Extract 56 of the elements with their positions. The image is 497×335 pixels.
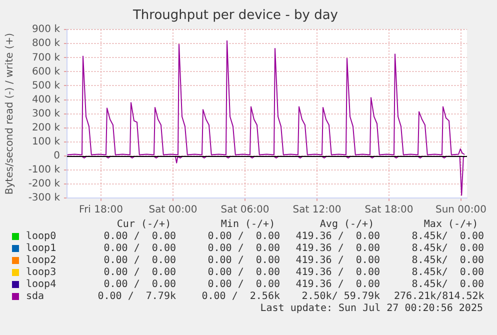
y-tick-label: -200 k [28,178,60,190]
y-tick-label: 200 k [32,122,60,134]
text: 0.00 / 0.00 [206,279,280,291]
text: Cur (-/+) [116,219,172,231]
legend-label: loop3 [26,267,56,279]
text: Avg (-/+) [318,219,376,231]
text: 0.00 / 0.00 [206,231,280,243]
text: Min (-/+) [220,219,276,231]
y-tick-label: 900 k [32,24,60,36]
legend-label: loop0 [26,231,56,243]
text: 8.45k/ 0.00 [410,231,484,243]
text: Last update: Sun Jul 27 00:20:56 2025 [260,303,483,315]
y-tick-label: -100 k [28,164,60,176]
text: 0.00 / 0.00 [102,267,176,279]
legend-label: loop2 [26,255,56,267]
text: 419.36 / 0.00 [294,255,380,267]
y-tick-label: -300 k [28,192,60,204]
text: 0.00 / 7.79k [96,291,176,303]
text: Max (-/+) [422,219,480,231]
y-axis-title: Bytes/second read (-) / write (+) [4,32,16,195]
text: 0.00 / 0.00 [102,279,176,291]
x-tick-label: Sun 00:00 [435,204,487,216]
y-tick-label: 0 [54,150,60,162]
x-tick-label: Fri 18:00 [79,204,123,216]
y-tick-label: 300 k [32,108,60,120]
y-tick-label: 500 k [32,80,60,92]
x-tick-label: Sat 00:00 [148,204,198,216]
y-tick-label: 800 k [32,38,60,50]
text: 2.50k/ 59.79k [300,291,380,303]
chart-title: Throughput per device - by day [132,8,338,24]
text: 8.45k/ 0.00 [410,243,484,255]
text: 419.36 / 0.00 [294,231,380,243]
legend-label: loop4 [26,279,56,291]
text: 0.00 / 0.00 [206,267,280,279]
text: 8.45k/ 0.00 [410,267,484,279]
text: 419.36 / 0.00 [294,279,380,291]
text: 419.36 / 0.00 [294,243,380,255]
text: 8.45k/ 0.00 [410,279,484,291]
text: 419.36 / 0.00 [294,267,380,279]
text: 276.21k/814.52k [394,291,484,303]
y-tick-label: 600 k [32,66,60,78]
legend-label: loop1 [26,243,56,255]
y-tick-label: 400 k [32,94,60,106]
text: 0.00 / 2.56k [200,291,280,303]
text: 0.00 / 0.00 [102,231,176,243]
text: 0.00 / 0.00 [206,243,280,255]
y-tick-label: 100 k [32,136,60,148]
x-tick-label: Sat 12:00 [292,204,342,216]
text: 0.00 / 0.00 [206,255,280,267]
y-tick-label: 700 k [32,52,60,64]
text: 0.00 / 0.00 [102,255,176,267]
text: 8.45k/ 0.00 [410,255,484,267]
legend-label: sda [26,291,44,303]
x-tick-label: Sat 18:00 [364,204,414,216]
text: 0.00 / 0.00 [102,243,176,255]
x-tick-label: Sat 06:00 [220,204,270,216]
